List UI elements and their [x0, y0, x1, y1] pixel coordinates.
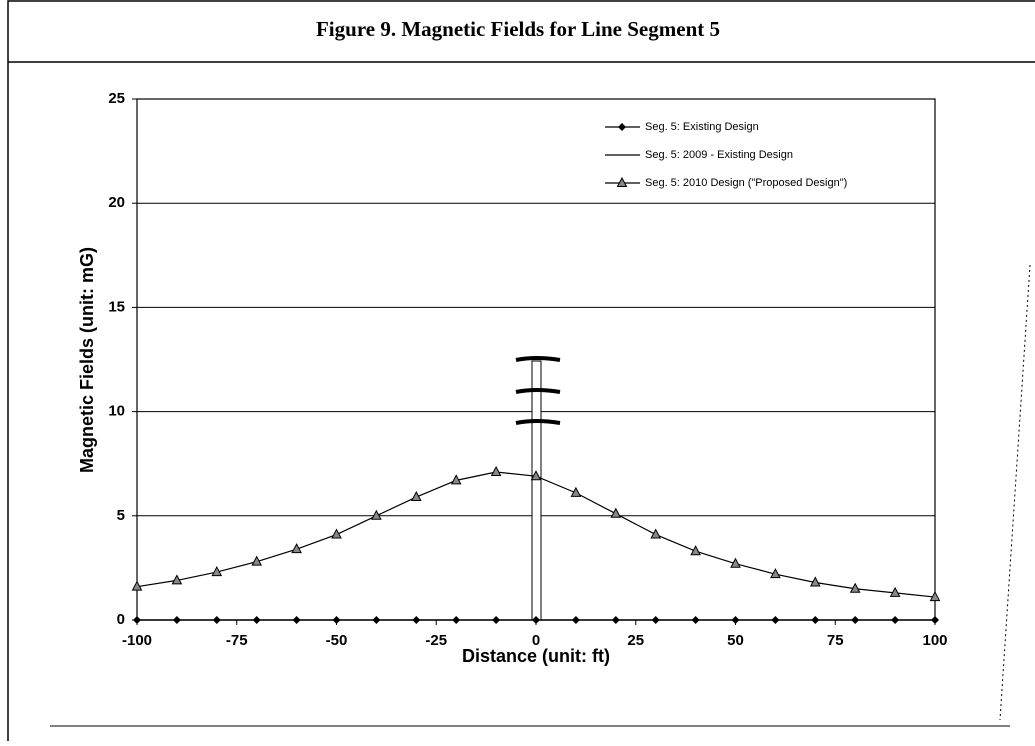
triangle-marker: [650, 528, 662, 539]
tower-illustration: [515, 356, 561, 621]
x-tick-label: 50: [727, 632, 744, 649]
tower-pole: [531, 360, 542, 621]
triangle-marker: [690, 545, 701, 556]
x-tick-label: -75: [226, 632, 248, 649]
triangle-marker: [410, 490, 422, 502]
y-tick-label: 0: [117, 611, 125, 628]
triangle-marker: [610, 507, 622, 518]
legend-marker: [616, 176, 628, 187]
crossarm: [515, 419, 561, 425]
x-tick-label: 75: [827, 632, 844, 649]
y-tick-label: 20: [108, 194, 125, 211]
triangle-marker: [530, 470, 542, 481]
legend-label: Seg. 5: 2010 Design ("Proposed Design"): [645, 177, 847, 189]
y-tick-label: 15: [108, 298, 125, 315]
x-tick-label: -50: [326, 632, 348, 649]
triangle-marker: [171, 574, 183, 585]
triangle-marker: [889, 586, 901, 597]
x-tick-label: 100: [922, 632, 947, 649]
y-tick-label: 25: [108, 90, 125, 107]
triangle-marker: [131, 580, 143, 591]
triangle-marker: [490, 465, 502, 477]
triangle-marker: [730, 557, 741, 568]
triangle-marker: [450, 474, 462, 485]
x-tick-label: -100: [122, 632, 152, 649]
x-axis-label: Distance (unit: ft): [462, 646, 610, 666]
triangle-marker: [251, 555, 263, 566]
legend-marker: [618, 123, 626, 131]
triangle-marker: [211, 565, 223, 577]
crossarm: [515, 388, 561, 394]
triangle-marker: [570, 486, 582, 497]
legend-label: Seg. 5: 2009 - Existing Design: [645, 149, 793, 161]
triangle-marker: [291, 543, 302, 554]
legend-label: Seg. 5: Existing Design: [645, 121, 759, 133]
triangle-marker: [849, 582, 861, 593]
triangle-marker: [929, 591, 941, 602]
crossarm: [515, 356, 561, 362]
triangle-marker: [770, 568, 781, 579]
chart-title: Figure 9. Magnetic Fields for Line Segme…: [316, 17, 720, 41]
x-tick-label: -25: [425, 632, 447, 649]
x-tick-label: 0: [532, 632, 540, 649]
y-tick-label: 5: [117, 507, 125, 524]
x-tick-label: 25: [627, 632, 644, 649]
y-axis-label: Magnetic Fields (unit: mG): [77, 247, 97, 473]
triangle-marker: [809, 576, 821, 587]
dotted-arrow: [999, 264, 1031, 721]
triangle-marker: [371, 509, 382, 520]
figure-frame: [7, 0, 1035, 746]
y-tick-label: 10: [108, 403, 125, 420]
triangle-marker: [331, 528, 342, 539]
